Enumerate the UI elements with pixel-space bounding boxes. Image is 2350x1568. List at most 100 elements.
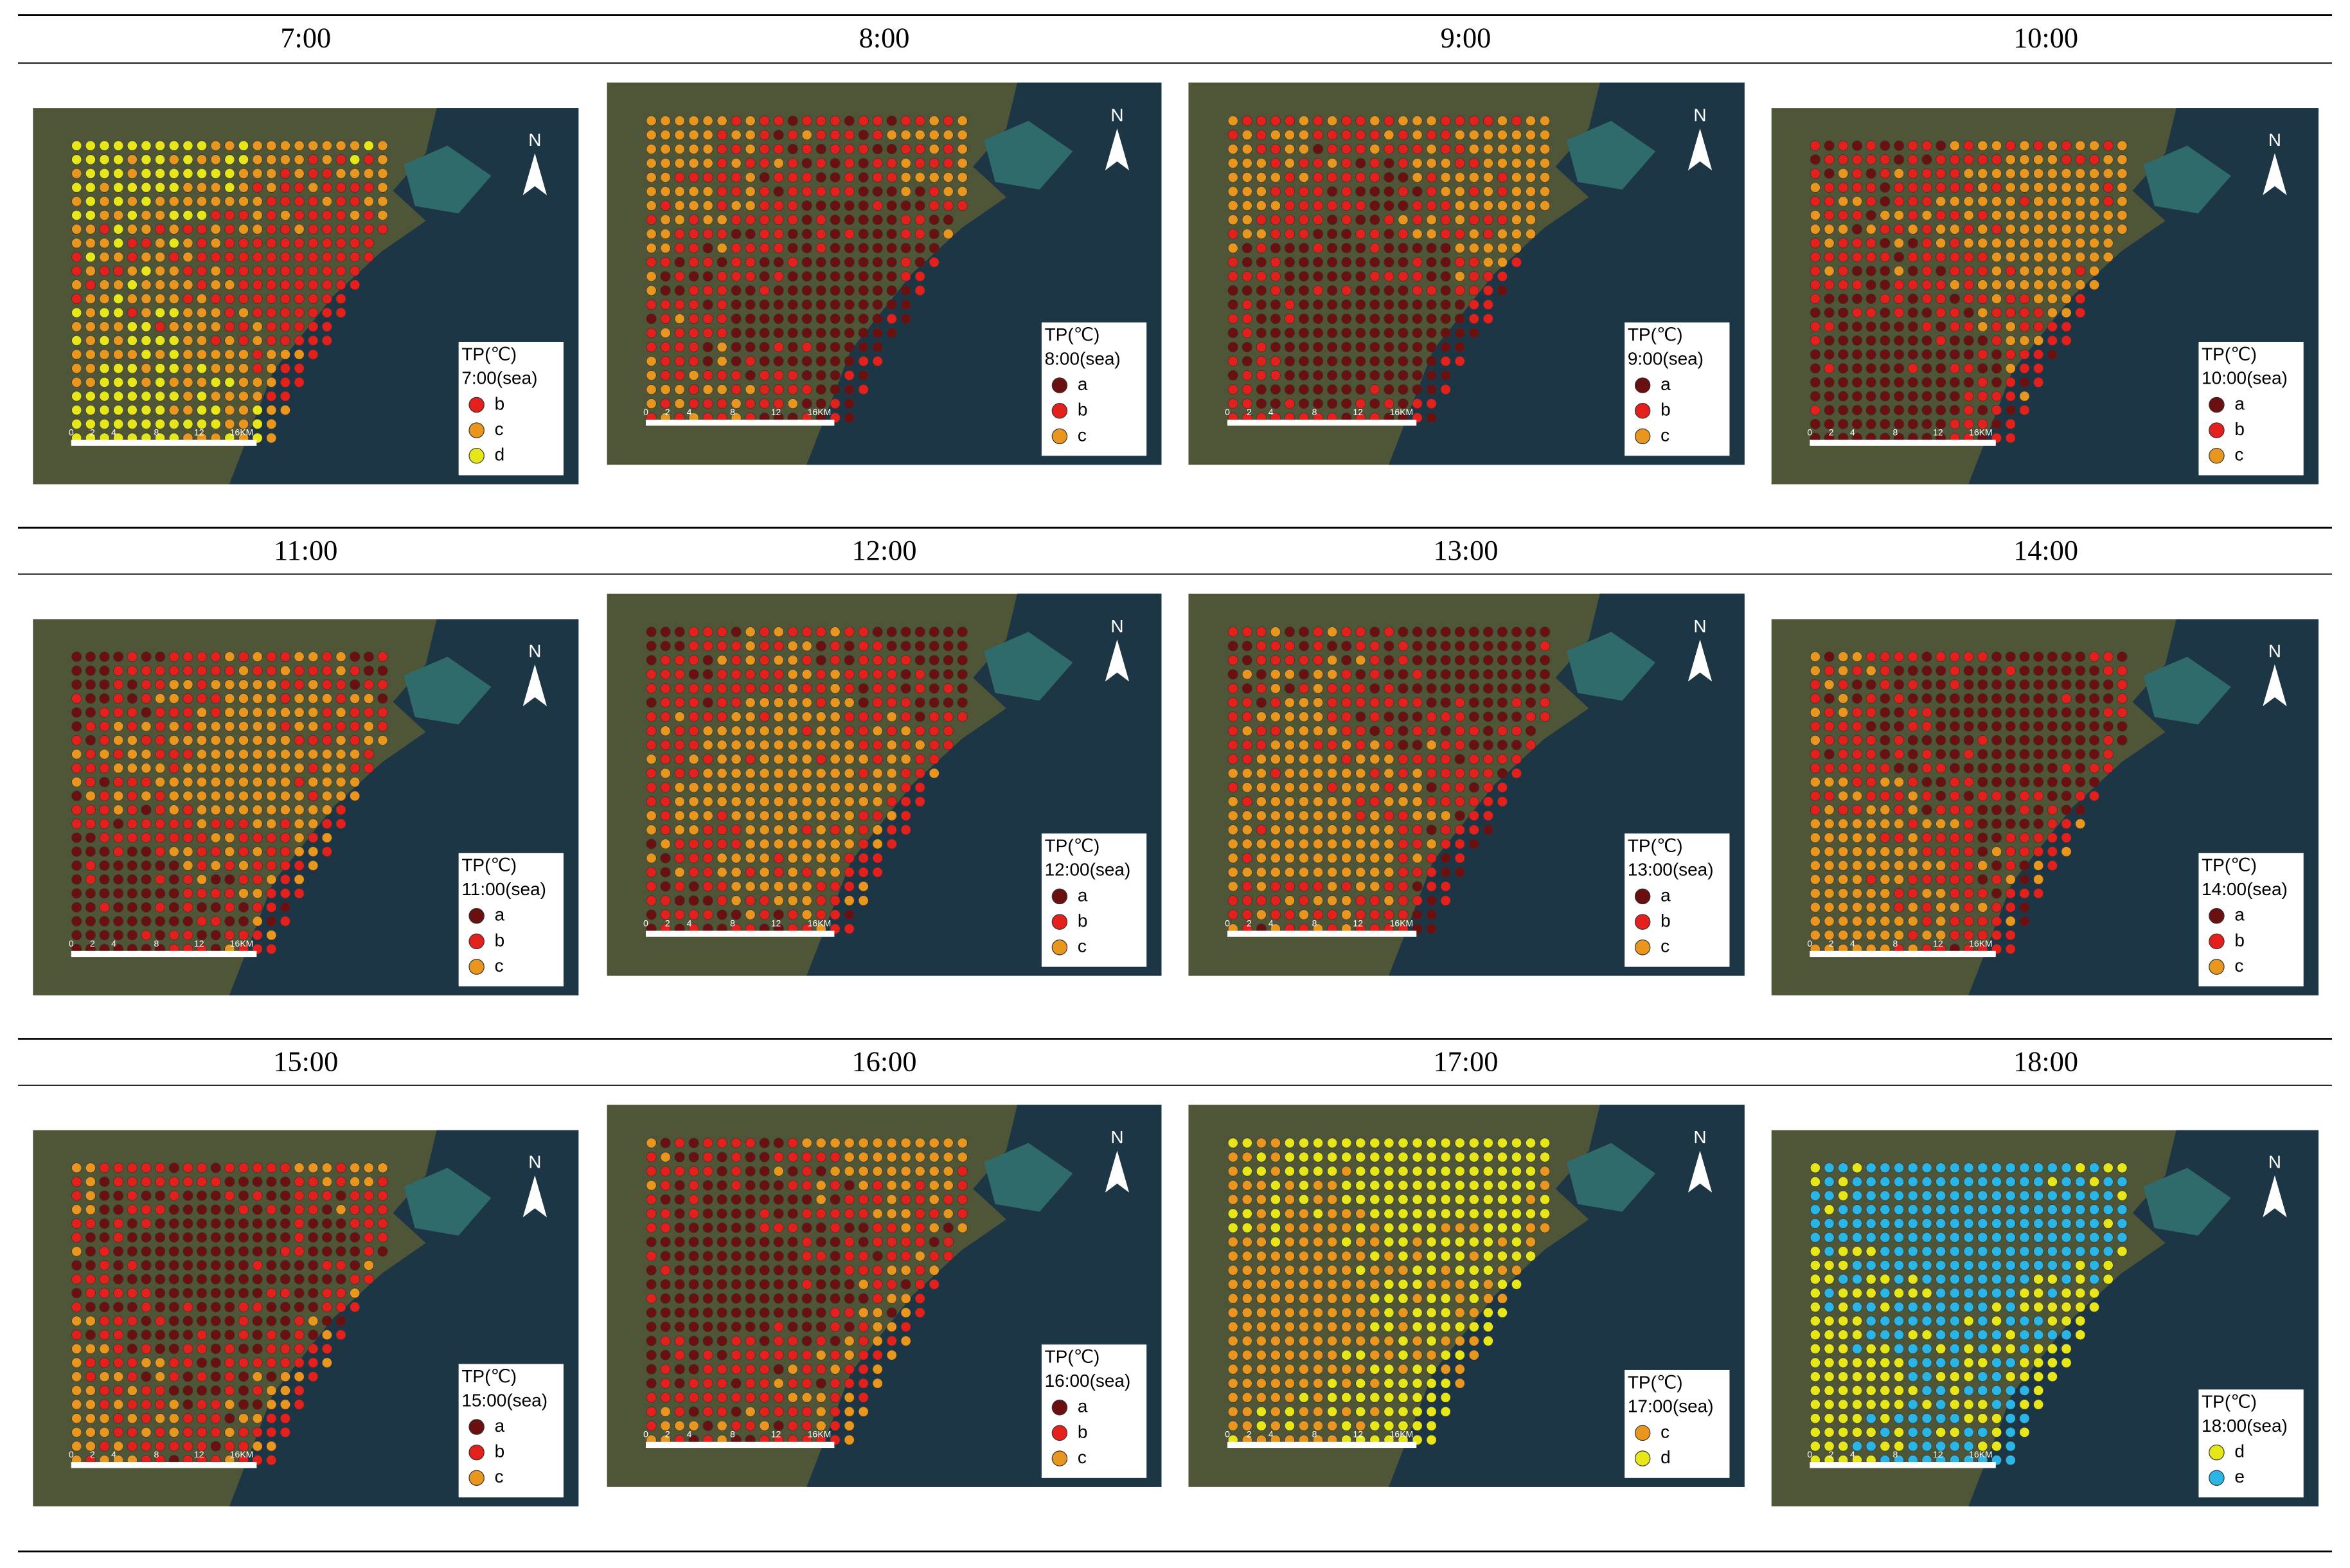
map-dot — [2005, 665, 2016, 676]
map-dot — [1936, 790, 1946, 801]
map-dot — [1412, 697, 1423, 708]
map-dot — [1341, 1364, 1352, 1375]
map-dot — [1227, 1293, 1238, 1304]
map-dot — [1426, 1364, 1437, 1375]
map-dot — [773, 1265, 784, 1276]
map-dot — [2033, 846, 2044, 857]
map-dot — [238, 154, 249, 165]
map-dot — [717, 867, 727, 878]
map-dot — [85, 832, 96, 843]
map-dot — [646, 824, 657, 835]
map-dot — [350, 721, 361, 732]
map-dot — [660, 1194, 671, 1205]
map-dot — [1412, 1180, 1423, 1191]
map-dot — [321, 1218, 332, 1229]
map-dot — [1907, 168, 1918, 179]
map-dot — [1313, 200, 1324, 211]
map-dot — [1270, 186, 1281, 197]
map-dot — [688, 853, 699, 864]
map-dot — [1921, 238, 1932, 249]
map-dot — [900, 1166, 911, 1177]
map-dot — [197, 721, 208, 732]
map-dot — [141, 846, 152, 857]
map-dot — [1540, 641, 1551, 652]
map-dot — [957, 669, 968, 680]
map-dot — [1298, 342, 1310, 353]
map-dot — [745, 754, 756, 765]
map-dot — [1227, 641, 1238, 652]
map-dot — [815, 1137, 826, 1148]
map-dot — [1256, 641, 1267, 652]
map-dot — [280, 902, 290, 913]
map-dot — [335, 280, 346, 290]
map-dot — [745, 342, 756, 353]
map-dot — [1468, 754, 1479, 765]
map-dot — [2019, 196, 2030, 207]
map-dot — [773, 810, 784, 821]
map-dot — [127, 846, 138, 857]
map-dot — [830, 1364, 841, 1375]
map-dot — [674, 1307, 685, 1318]
map-dot — [1242, 1180, 1252, 1191]
north-label: N — [528, 641, 541, 661]
map-dot — [858, 1307, 869, 1318]
map-dot — [1298, 1350, 1310, 1360]
map-dot — [1440, 641, 1451, 652]
scale-label: 8 — [154, 1449, 159, 1459]
map-dot — [759, 327, 770, 339]
map-dot — [1880, 209, 1891, 221]
map-dot — [773, 356, 784, 367]
map-dot — [1341, 398, 1352, 409]
map-dot — [1991, 140, 2002, 151]
map-dot — [688, 1293, 699, 1304]
map-dot — [1440, 1350, 1451, 1360]
map-dot — [773, 1279, 784, 1290]
legend-subtitle: 10:00(sea) — [2202, 368, 2288, 388]
map-dot — [197, 818, 208, 829]
map-dot — [2005, 321, 2016, 332]
panel-title: 14:00 — [2013, 535, 2078, 566]
map-dot — [238, 1218, 249, 1229]
map-dot — [1963, 307, 1974, 318]
map-dot — [1454, 214, 1465, 226]
map-dot — [717, 1236, 727, 1247]
map-dot — [1907, 832, 1918, 843]
map-dot — [688, 1420, 699, 1431]
map-dot — [1949, 930, 1960, 941]
map-dot — [872, 839, 883, 850]
map-dot — [321, 707, 332, 718]
map-dot — [1977, 265, 1988, 276]
map-dot — [1440, 1293, 1451, 1304]
map-dot — [731, 810, 742, 821]
map-dot — [127, 335, 138, 346]
map-dot — [1936, 251, 1946, 263]
map-dot — [335, 251, 346, 263]
map-dot — [731, 782, 742, 793]
map-dot — [1865, 721, 1876, 732]
panel-title: 15:00 — [273, 1046, 338, 1077]
map-dot — [127, 1218, 138, 1229]
map-dot — [1256, 1194, 1267, 1205]
map-dot — [155, 749, 166, 760]
map-dot — [702, 1180, 713, 1191]
map-dot — [210, 224, 221, 235]
map-dot — [210, 707, 221, 718]
map-dot — [759, 1236, 770, 1247]
map-dot — [943, 683, 954, 694]
map-dot — [815, 157, 826, 169]
map-dot — [266, 418, 277, 429]
map-dot — [787, 1222, 798, 1233]
map-dot — [2033, 874, 2044, 885]
map-dot — [731, 1166, 742, 1177]
map-dot — [787, 655, 798, 666]
map-dot — [210, 1399, 221, 1410]
map-dot — [674, 895, 685, 906]
map-dot — [1327, 398, 1338, 409]
map-dot — [1482, 796, 1493, 807]
map-dot — [224, 1288, 235, 1299]
map-dot — [224, 1301, 235, 1312]
map-dot — [1810, 307, 1820, 318]
map-dot — [1355, 768, 1366, 779]
map-dot — [321, 265, 332, 276]
map-dot — [815, 1152, 826, 1163]
